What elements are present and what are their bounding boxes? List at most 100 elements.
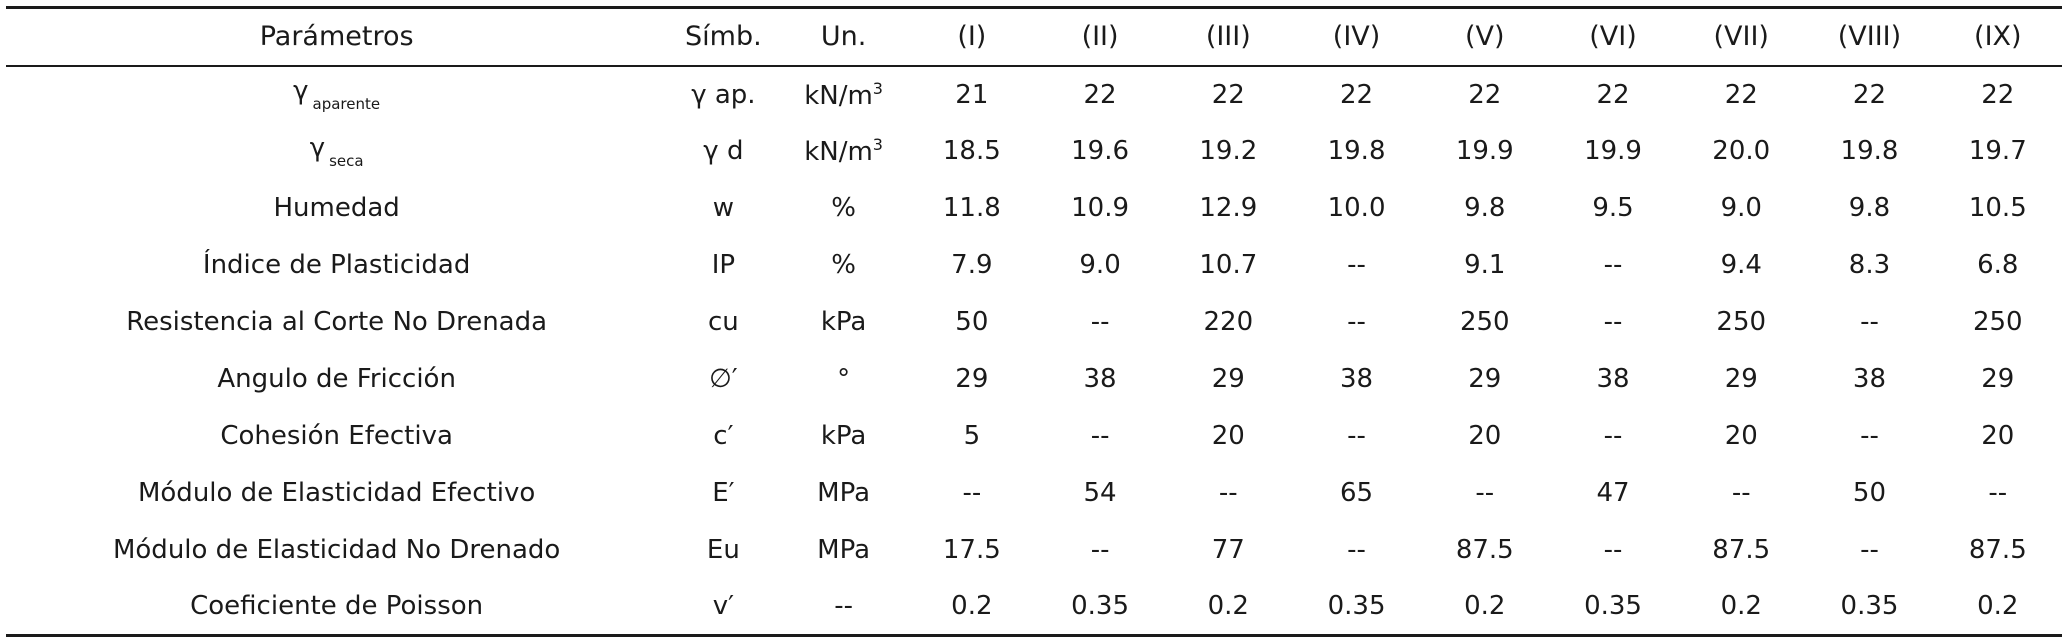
parameter-name: Angulo de Fricción	[217, 364, 456, 394]
value-cell: 20	[1724, 421, 1758, 451]
value-cell: --	[1988, 478, 2008, 508]
parameter-subscript: seca	[329, 151, 364, 170]
table-row: Humedad w% 11.8 10.9 12.9 10.0 9.8 9.5 9.0 9.8 10.…	[6, 180, 2062, 237]
unit-cell: %	[779, 237, 907, 294]
value-cell: 21	[955, 79, 989, 110]
unit-cell: --	[779, 578, 908, 637]
value-cell: --	[1860, 421, 1879, 451]
value-cell: 18.5	[942, 136, 1001, 166]
value-cell: --	[1090, 535, 1110, 565]
value-cell: 0.35	[1548, 578, 1678, 637]
unit-text: MPa	[817, 478, 871, 508]
value-cell: --	[1603, 307, 1623, 337]
value-cell: 17.5	[942, 535, 1001, 565]
value-cell: --	[1860, 535, 1879, 565]
parameter-name: Módulo de Elasticidad No Drenado	[112, 535, 561, 565]
value-cell: --	[1603, 250, 1623, 280]
value-cell: 50	[1852, 478, 1887, 508]
value-cell: 6.8	[1977, 250, 2019, 280]
value-cell: 20	[1468, 421, 1502, 451]
value-cell: --	[962, 478, 982, 508]
symbol-cell: γ ap.	[691, 79, 756, 110]
value-cell: 9.8	[1464, 193, 1506, 223]
unit-cell: kPa	[779, 294, 907, 351]
value-cell: 0.2	[907, 578, 1036, 637]
symbol-cell: v′	[667, 578, 780, 637]
value-cell: 87.5	[1968, 535, 2027, 565]
parameter-cell: Resistencia al Corte No Drenada	[6, 294, 667, 351]
parameter-cell: Módulo de Elasticidad Efectivo	[6, 465, 667, 522]
value-cell: 38	[1083, 364, 1117, 394]
unit-text: kPa	[820, 421, 867, 451]
table-row: Resistencia al Corte No Drenada cu kPa 50 --…	[6, 294, 2062, 351]
parameter-subscript: aparente	[312, 95, 381, 113]
header-unidad: Un.	[779, 6, 908, 67]
value-cell: 19.9	[1584, 136, 1642, 166]
value-cell: 8.3	[1848, 250, 1891, 280]
value-cell: 0.2	[1933, 578, 2062, 637]
value-cell: 19.8	[1840, 136, 1899, 166]
value-cell: 38	[1852, 364, 1887, 394]
unit-cell: MPa	[779, 465, 907, 522]
value-cell: 10.7	[1199, 250, 1258, 280]
unit-cell: kN/m3	[779, 66, 907, 123]
header-col-1: (I)	[907, 6, 1036, 67]
table-row: γ seca γ d kN/m3 18.5 19.6 19.2 19.8 19.9 19.9 20.…	[6, 123, 2062, 180]
value-cell: 22	[1596, 79, 1630, 110]
parameter-cell: γ aparente	[6, 66, 667, 123]
parameter-cell: Angulo de Fricción	[6, 351, 667, 408]
value-cell: 0.35	[1035, 578, 1165, 637]
value-cell: --	[1347, 307, 1366, 337]
header-col-4: (IV)	[1292, 6, 1421, 67]
unit-text: %	[831, 250, 856, 280]
unit-cell: °	[779, 351, 907, 408]
header-col-3: (III)	[1164, 6, 1293, 67]
value-cell: 19.8	[1327, 136, 1386, 166]
value-cell: 22	[1339, 79, 1374, 110]
unit-text: MPa	[817, 535, 871, 565]
header-row: Parámetros Símb. Un. (I) (II) (III) (IV)…	[6, 6, 2062, 67]
value-cell: 29	[1981, 364, 2015, 394]
value-cell: 7.9	[951, 250, 993, 280]
value-cell: 0.2	[1677, 578, 1806, 637]
value-cell: 38	[1339, 364, 1374, 394]
value-cell: 54	[1083, 478, 1117, 508]
unit-cell: MPa	[779, 522, 907, 579]
value-cell: 220	[1203, 307, 1254, 337]
value-cell: 10.0	[1327, 193, 1386, 223]
unit-text: kN/m	[804, 80, 873, 111]
value-cell: 50	[955, 307, 989, 337]
value-cell: 19.6	[1071, 136, 1130, 166]
value-cell: 22	[1468, 79, 1502, 110]
header-col-6: (VI)	[1548, 6, 1678, 67]
table-row: Angulo de Fricción ∅′ ° 29 38 29 38 29 38 29 38 29	[6, 351, 2062, 408]
parameters-table: Parámetros Símb. Un. (I) (II) (III) (IV)…	[6, 6, 2062, 637]
value-cell: 10.5	[1968, 193, 2027, 223]
value-cell: 11.8	[942, 193, 1001, 223]
value-cell: 22	[1981, 79, 2015, 110]
value-cell: 47	[1596, 478, 1630, 508]
symbol-cell: w	[712, 193, 735, 223]
parameter-name: Humedad	[273, 193, 400, 223]
value-cell: 20.0	[1712, 136, 1771, 166]
parameter-name: Resistencia al Corte No Drenada	[126, 307, 548, 337]
header-col-5: (V)	[1420, 6, 1549, 67]
value-cell: --	[1347, 250, 1366, 280]
value-cell: --	[1090, 307, 1110, 337]
value-cell: 22	[1724, 79, 1758, 110]
header-parametros: Parámetros	[6, 6, 668, 67]
table-row: Módulo de Elasticidad Efectivo E′ MPa -- 54 -…	[6, 465, 2062, 522]
value-cell: 0.2	[1420, 578, 1549, 637]
header-col-9: (IX)	[1933, 6, 2062, 67]
value-cell: 20	[1211, 421, 1245, 451]
header-col-7: (VII)	[1677, 6, 1806, 67]
parameter-cell: Coeficiente de Poisson	[6, 578, 668, 637]
symbol-cell: ∅′	[709, 364, 738, 394]
value-cell: 22	[1852, 79, 1887, 110]
symbol-cell: cu	[707, 307, 739, 337]
value-cell: 29	[955, 364, 989, 394]
unit-text: %	[831, 193, 856, 223]
parameter-cell: Módulo de Elasticidad No Drenado	[6, 522, 667, 579]
unit-text: °	[837, 364, 851, 394]
value-cell: 9.0	[1720, 193, 1762, 223]
